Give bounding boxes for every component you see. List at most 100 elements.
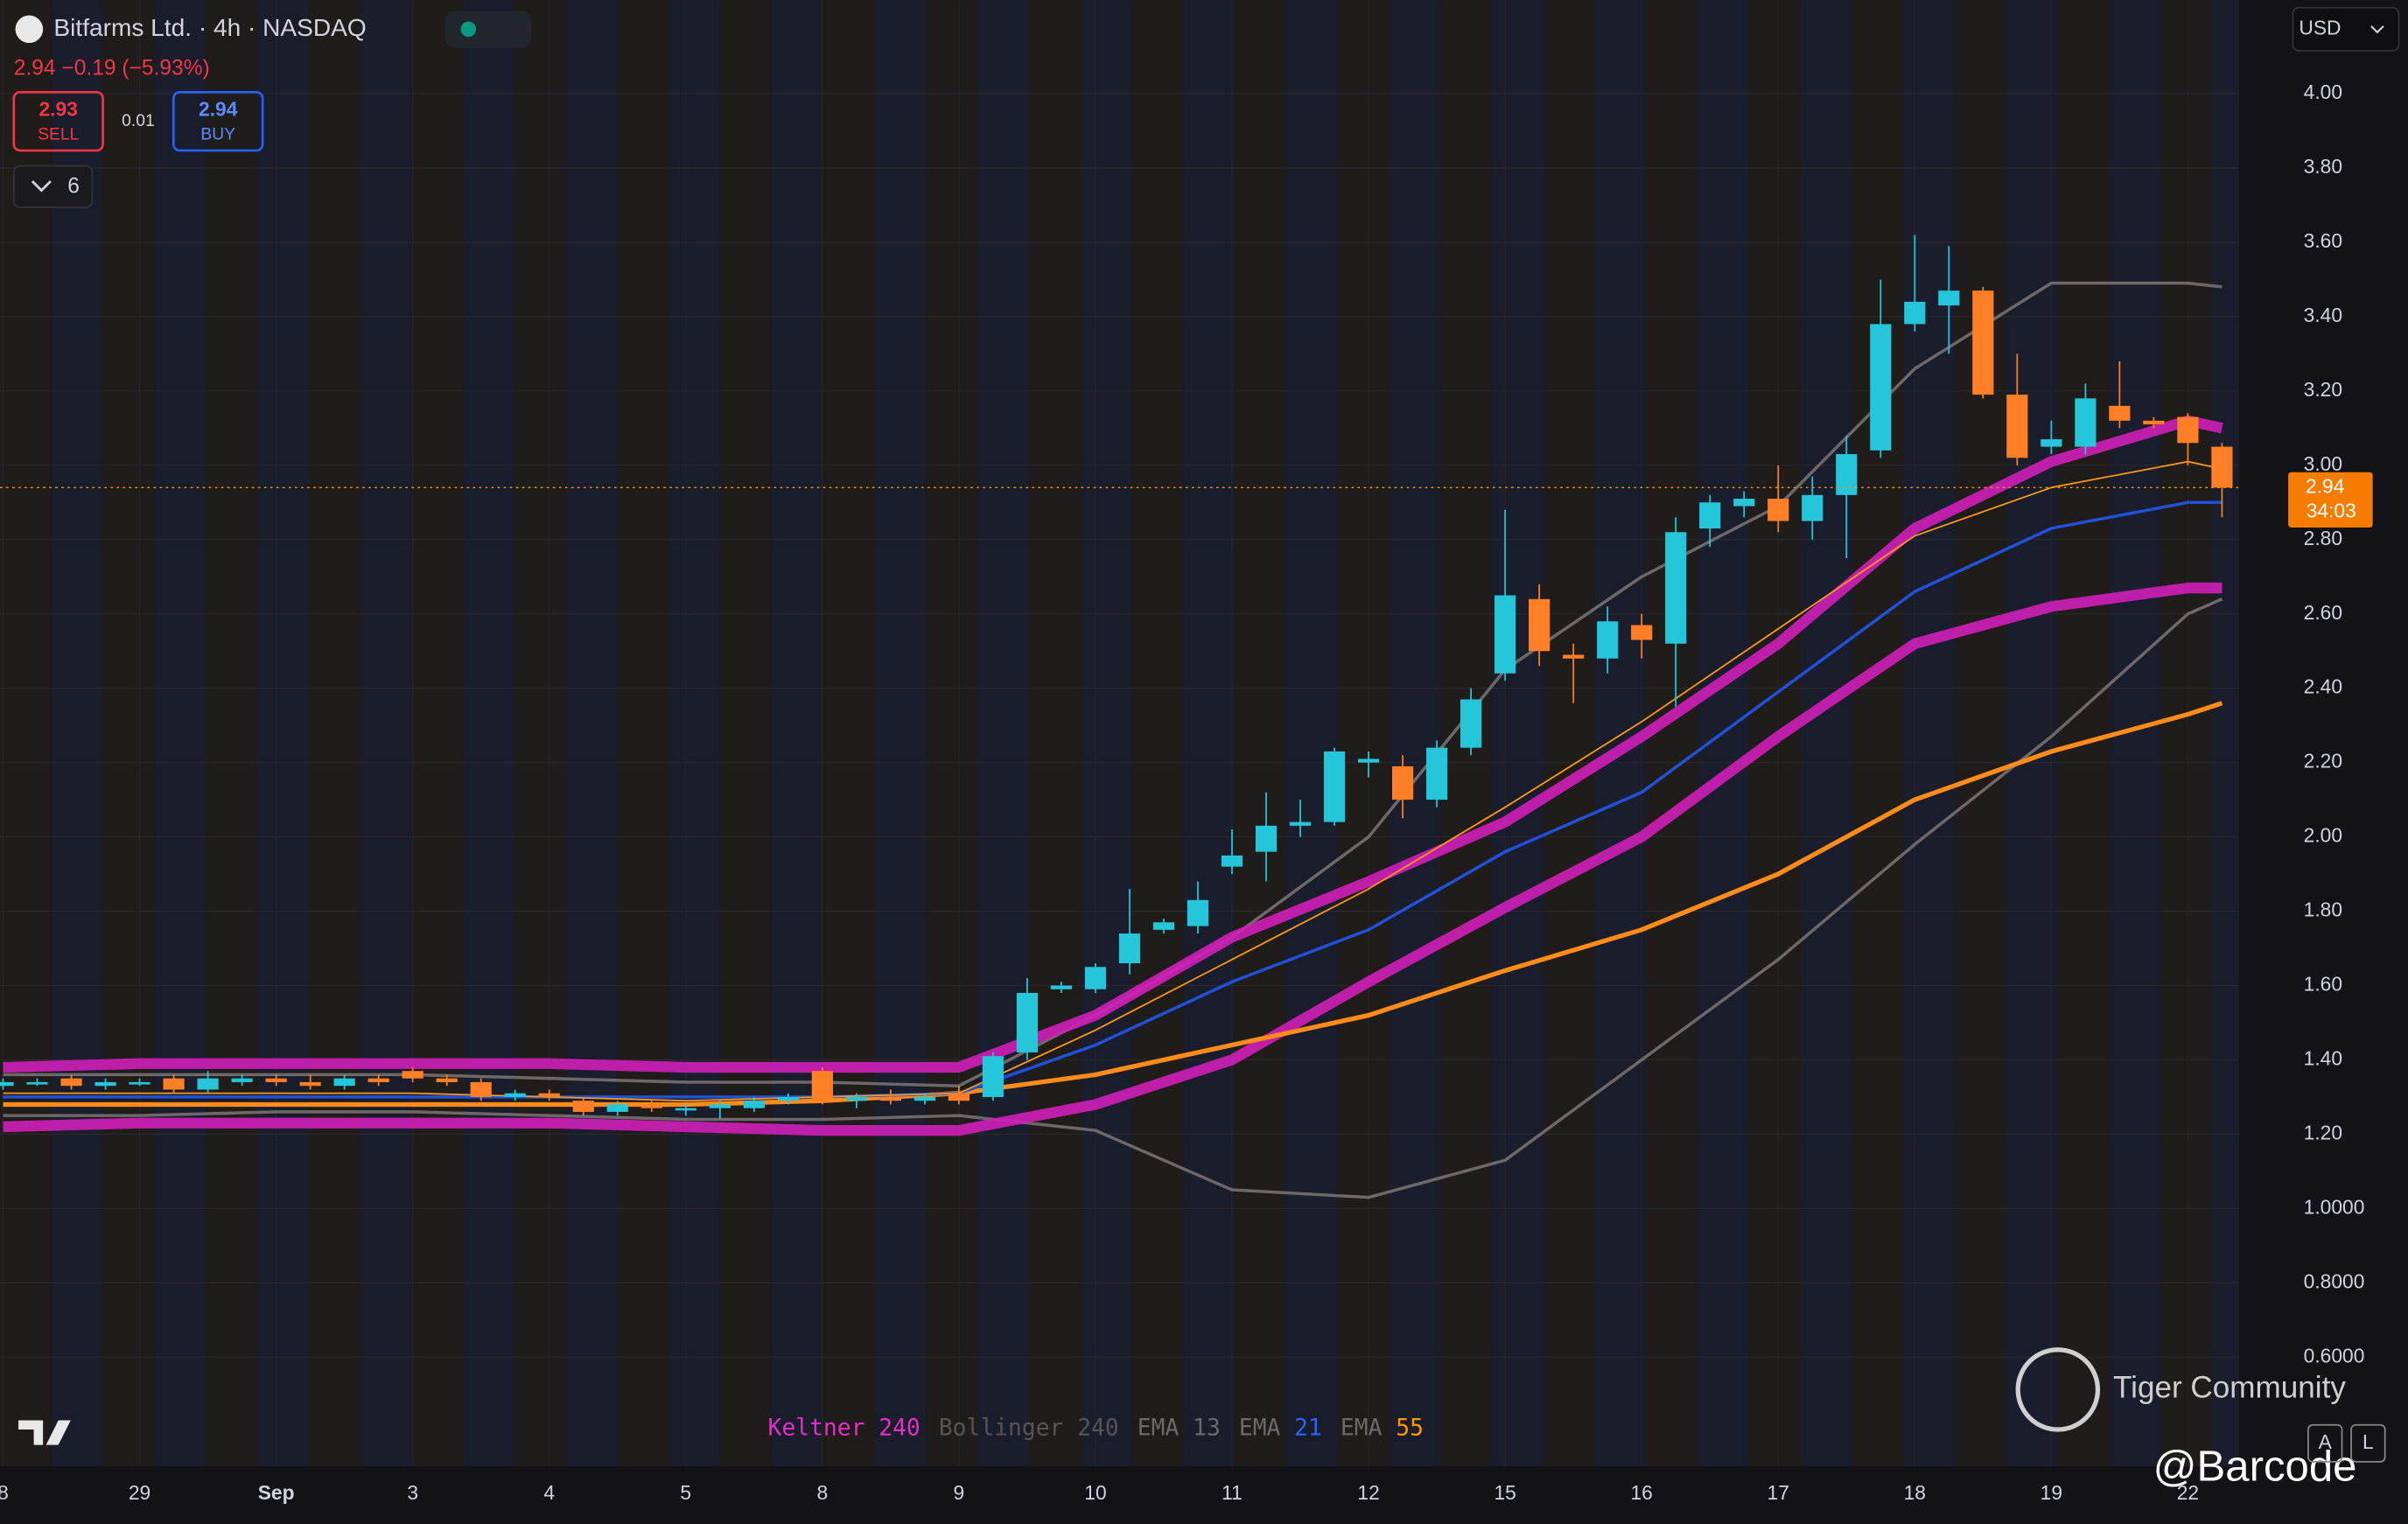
currency-selector[interactable] bbox=[2292, 6, 2400, 52]
candle-body bbox=[1221, 855, 1243, 867]
x-tick-label: 9 bbox=[954, 1481, 965, 1504]
indicator-line bbox=[3, 582, 2222, 1136]
session-stripe bbox=[1492, 0, 1544, 1467]
candle-body bbox=[845, 1096, 867, 1101]
currency[interactable]: USD bbox=[2299, 16, 2341, 38]
candle-body bbox=[436, 1078, 458, 1082]
session-stripe bbox=[256, 0, 309, 1467]
session-stripe bbox=[1183, 0, 1236, 1467]
y-tick-label: 2.80 bbox=[2304, 527, 2342, 549]
candle-body bbox=[0, 1081, 14, 1087]
candle-body bbox=[1289, 821, 1312, 826]
candle-body bbox=[26, 1081, 48, 1085]
indicator-name: Bollinger bbox=[939, 1415, 1064, 1441]
sell-label[interactable]: SELL bbox=[38, 126, 79, 144]
session-stripe bbox=[1131, 0, 1184, 1467]
indicator-count[interactable]: 6 bbox=[67, 175, 80, 199]
candle-body bbox=[94, 1081, 116, 1087]
session-stripe bbox=[206, 0, 257, 1467]
indicator-param: 55 bbox=[1396, 1415, 1424, 1441]
x-tick-label: 10 bbox=[1084, 1481, 1106, 1504]
session-stripe bbox=[926, 0, 978, 1467]
indicator-line bbox=[3, 415, 2223, 1073]
candle-body bbox=[1733, 499, 1755, 507]
y-tick-label: 1.20 bbox=[2304, 1121, 2342, 1143]
session-stripe bbox=[977, 0, 1029, 1467]
sell-price[interactable]: 2.93 bbox=[39, 97, 78, 120]
session-stripe bbox=[1285, 0, 1338, 1467]
candle-body bbox=[1255, 825, 1278, 852]
y-tick-label: 1.60 bbox=[2304, 973, 2342, 996]
y-tick-label: 3.20 bbox=[2304, 378, 2342, 401]
x-tick-label: 4 bbox=[543, 1481, 555, 1504]
candle-body bbox=[1529, 598, 1550, 652]
tradingview-logo bbox=[18, 1420, 71, 1445]
candle-body bbox=[1152, 922, 1175, 930]
session-stripe bbox=[2160, 0, 2213, 1467]
candle-body bbox=[640, 1104, 662, 1108]
indicator-toggle[interactable] bbox=[12, 164, 94, 208]
candle-body bbox=[1904, 301, 1926, 325]
x-tick-label: 3 bbox=[407, 1481, 418, 1504]
last-price-tag bbox=[2288, 472, 2373, 528]
y-tick-label: 4.00 bbox=[2304, 80, 2342, 103]
log-scale-button[interactable] bbox=[2350, 1423, 2386, 1463]
indicator-line bbox=[3, 460, 2222, 1102]
candle-body bbox=[2040, 439, 2062, 447]
x-tick-label: 29 bbox=[129, 1481, 150, 1504]
candle-body bbox=[2109, 405, 2131, 421]
candle-body bbox=[2075, 398, 2096, 447]
y-tick-label: 1.0000 bbox=[2304, 1195, 2365, 1218]
bar-countdown: 34:03 bbox=[2306, 499, 2356, 521]
candle-body bbox=[299, 1081, 321, 1087]
log-scale[interactable]: L bbox=[2362, 1430, 2374, 1453]
y-tick-label: 2.20 bbox=[2304, 750, 2342, 772]
session-stripe bbox=[51, 0, 103, 1467]
x-tick-label: 15 bbox=[1494, 1481, 1516, 1504]
candle-body bbox=[879, 1096, 901, 1101]
candle-body bbox=[265, 1078, 287, 1082]
author-handle: @Barcode bbox=[2153, 1444, 2357, 1491]
session-stripe bbox=[1903, 0, 1956, 1467]
chevron-icon bbox=[31, 180, 52, 192]
x-tick-label: 11 bbox=[1222, 1481, 1242, 1504]
y-tick-label: 0.8000 bbox=[2304, 1269, 2365, 1292]
indicator-name: EMA bbox=[1340, 1415, 1382, 1441]
candle-body bbox=[1563, 654, 1585, 659]
candle-body bbox=[1972, 290, 1994, 395]
buy-button[interactable] bbox=[172, 91, 264, 152]
buy-price[interactable]: 2.94 bbox=[199, 97, 238, 120]
candle-body bbox=[1938, 290, 1960, 306]
candle-body bbox=[1460, 699, 1482, 748]
indicator-line bbox=[3, 500, 2222, 1099]
sell-button[interactable] bbox=[12, 91, 104, 152]
spread: 0.01 bbox=[122, 112, 155, 130]
session-stripe bbox=[154, 0, 206, 1467]
auto-scale[interactable]: A bbox=[2319, 1430, 2333, 1453]
candle-body bbox=[368, 1078, 389, 1082]
candle-body bbox=[675, 1108, 696, 1111]
brand-logo bbox=[2015, 1347, 2101, 1432]
session-stripe bbox=[874, 0, 927, 1467]
candle-body bbox=[129, 1081, 150, 1085]
session-stripe bbox=[720, 0, 772, 1467]
y-tick-label: 2.40 bbox=[2304, 675, 2342, 698]
candle-body bbox=[1802, 494, 1824, 521]
brand-name: Tiger Community bbox=[2113, 1371, 2346, 1405]
price-axis bbox=[2238, 0, 2408, 1467]
auto-scale-button[interactable] bbox=[2307, 1423, 2343, 1463]
x-tick-label: 8 bbox=[817, 1481, 829, 1504]
session-stripe bbox=[668, 0, 721, 1467]
indicator-name: EMA bbox=[1138, 1415, 1180, 1441]
candle-body bbox=[1768, 499, 1789, 521]
x-tick-label: Sep bbox=[258, 1481, 295, 1504]
candle-body bbox=[743, 1101, 765, 1108]
candle-body bbox=[1391, 765, 1414, 800]
session-stripe bbox=[1080, 0, 1132, 1467]
buy-label[interactable]: BUY bbox=[200, 126, 235, 144]
candle-body bbox=[709, 1104, 731, 1108]
session-stripe bbox=[771, 0, 823, 1467]
indicator-name: Keltner bbox=[768, 1415, 865, 1441]
candle-body bbox=[402, 1071, 424, 1079]
candle-body bbox=[1426, 747, 1448, 800]
